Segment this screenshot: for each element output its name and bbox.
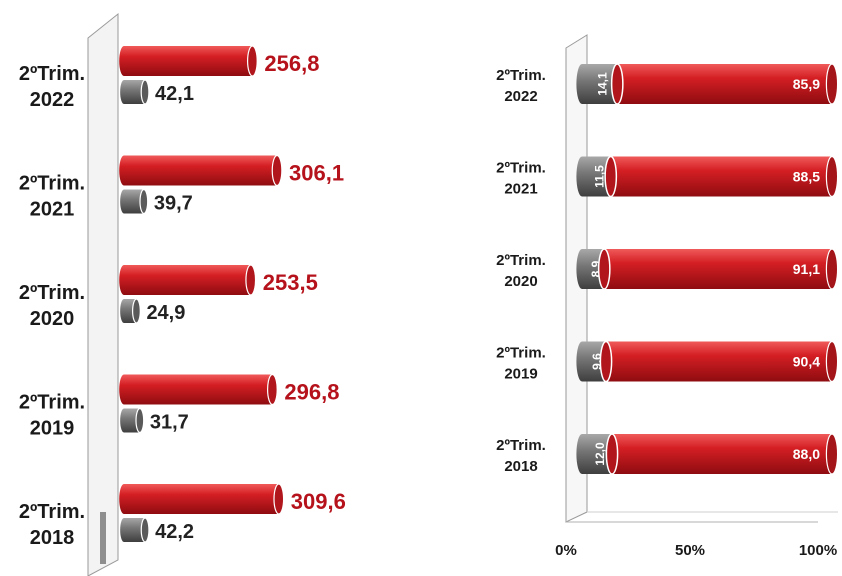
chart-2: 2ºTrim. 2022 2ºTrim. 2021 2ºTrim. 2020 2ºTrim.…	[496, 34, 839, 559]
segment-label: 91,1	[793, 261, 820, 277]
segment-label: 12,0	[593, 442, 607, 466]
segment-label: 90,4	[793, 354, 820, 370]
chart-1: 2ºTrim. 2022 2ºTrim. 2021 2ºTrim. 2020 2ºTrim.…	[19, 12, 346, 576]
category-label: 2ºTrim. 2019	[19, 392, 85, 440]
bar-gray	[120, 407, 145, 434]
category-label: 2ºTrim. 2020	[496, 252, 546, 290]
data-label: 39,7	[154, 193, 193, 215]
data-label: 306,1	[289, 161, 344, 186]
bar-segment-red: 90,4	[599, 340, 839, 383]
data-label: 309,6	[291, 489, 346, 514]
data-label: 42,2	[155, 521, 194, 543]
segment-label: 11,5	[592, 165, 606, 188]
bar-gray	[120, 188, 149, 215]
segment-label: 14,1	[596, 72, 610, 96]
chart-2-bars: 14,1 85,911,5 88,58,9 91,19,6 90,412,0 88,0	[576, 63, 839, 475]
segment-label: 85,9	[793, 76, 820, 92]
bar-segment-gray: 14,1	[576, 64, 618, 104]
bar-gray	[120, 79, 150, 105]
bar-gray	[120, 517, 150, 543]
chart-1-back-wall	[87, 12, 119, 576]
category-label: 2ºTrim. 2022	[19, 63, 85, 111]
segment-label: 88,5	[793, 169, 820, 185]
data-label: 31,7	[150, 412, 189, 434]
segment-label: 88,0	[793, 446, 820, 462]
x-tick-label: 100%	[799, 542, 837, 559]
category-label: 2ºTrim. 2020	[19, 282, 85, 330]
data-label: 42,1	[155, 83, 194, 105]
bar-gray	[120, 298, 141, 324]
x-tick-label: 50%	[675, 542, 705, 559]
bar-red	[119, 483, 285, 515]
category-label: 2ºTrim. 2018	[19, 501, 85, 549]
data-label: 24,9	[146, 302, 185, 324]
bar-segment-red: 88,0	[605, 433, 839, 475]
category-label: 2ºTrim. 2022	[496, 67, 546, 105]
chart-1-wall-shadow	[100, 512, 106, 564]
bar-segment-gray: 11,5	[576, 156, 611, 197]
bar-red	[119, 45, 258, 77]
category-label: 2ºTrim. 2021	[496, 160, 546, 198]
bar-segment-gray: 12,0	[576, 434, 612, 474]
category-label: 2ºTrim. 2019	[496, 345, 546, 383]
data-label: 256,8	[264, 51, 319, 76]
bar-red	[119, 154, 283, 187]
bar-red	[119, 264, 257, 296]
chart-1-bars	[119, 45, 285, 543]
data-label: 296,8	[284, 380, 339, 405]
bar-red	[119, 373, 278, 406]
bar-segment-red: 91,1	[597, 248, 839, 290]
bar-segment-red: 85,9	[610, 63, 839, 105]
x-tick-label: 0%	[555, 542, 577, 559]
bar-segment-red: 88,5	[604, 155, 839, 198]
data-label: 253,5	[263, 270, 318, 295]
chart-1-category-labels: 2ºTrim. 2022 2ºTrim. 2021 2ºTrim. 2020 2ºTrim.…	[19, 63, 85, 549]
chart-2-x-axis: 0% 50% 100%	[555, 542, 837, 559]
chart-1-data-labels: 256,8 42,1 306,1 39,7 253,5 24,9 296,8 31,7 309,…	[146, 51, 345, 543]
chart-2-category-labels: 2ºTrim. 2022 2ºTrim. 2021 2ºTrim. 2020 2ºTrim.…	[496, 67, 546, 475]
category-label: 2ºTrim. 2021	[19, 173, 85, 221]
category-label: 2ºTrim. 2018	[496, 437, 546, 475]
